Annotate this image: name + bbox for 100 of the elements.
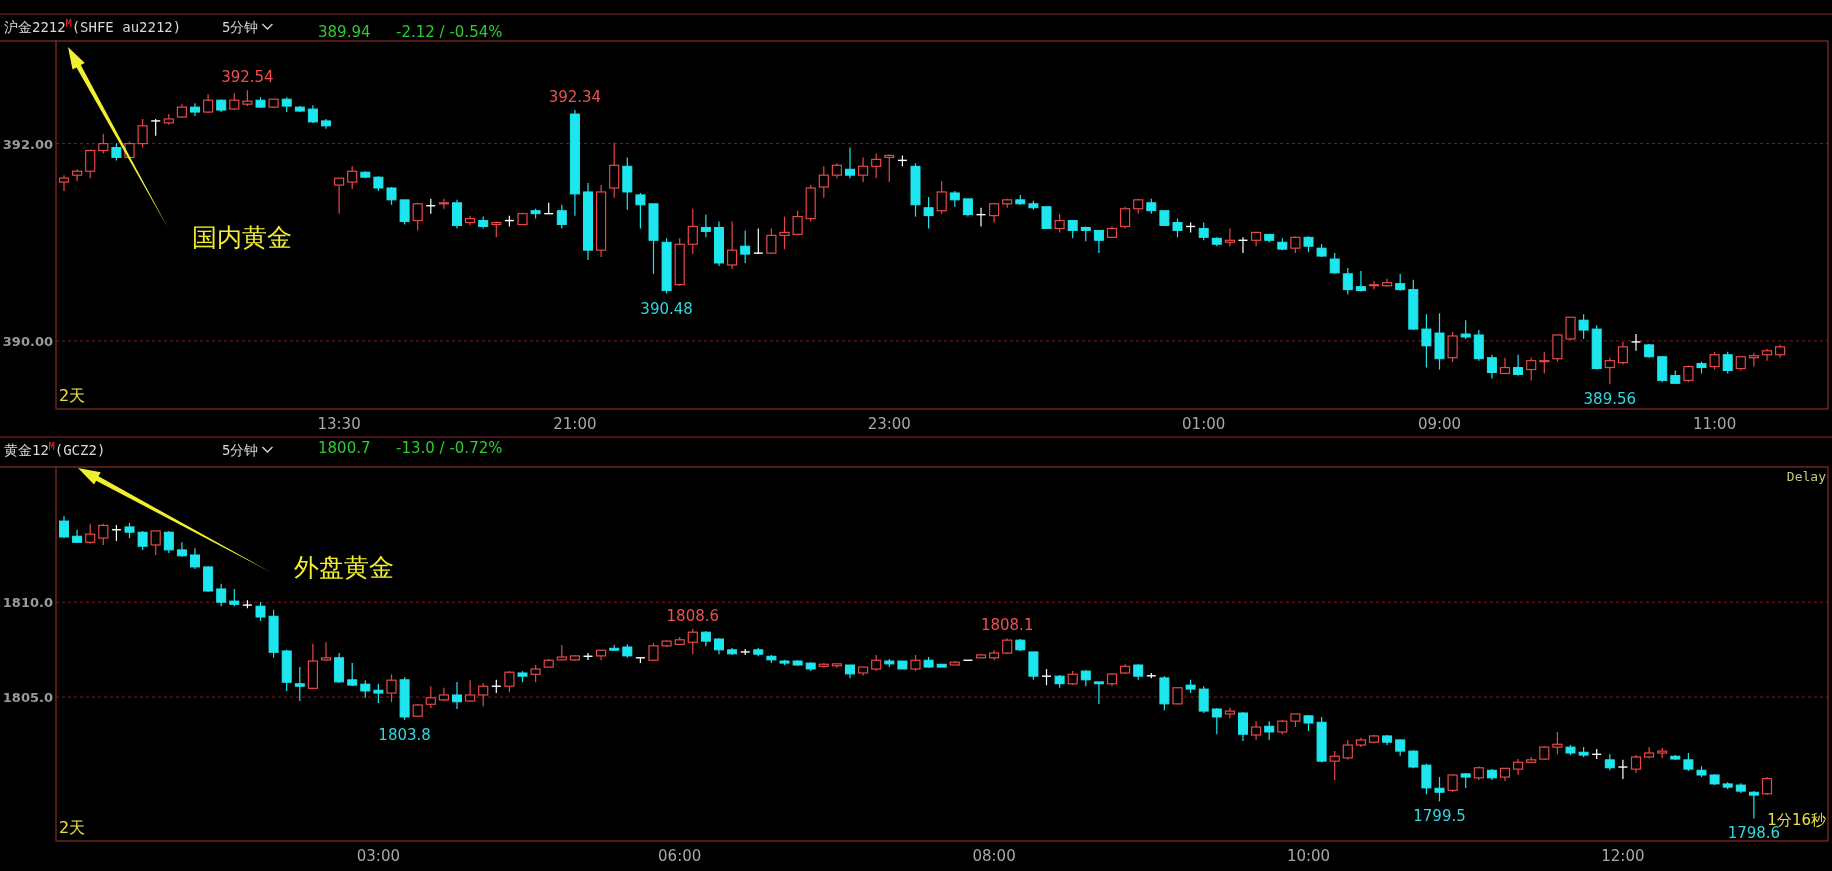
candlestick (1120, 206, 1131, 230)
x-tick-label: 06:00 (658, 847, 702, 865)
candlestick (858, 156, 869, 183)
candlestick (1093, 681, 1104, 705)
candlestick (1748, 790, 1759, 820)
candlestick (386, 673, 397, 703)
candlestick (1748, 352, 1759, 368)
candlestick (465, 679, 476, 703)
candlestick (452, 681, 462, 710)
candlestick (137, 530, 148, 551)
candlestick (884, 153, 895, 183)
candlestick (1722, 351, 1733, 375)
candlestick (98, 523, 109, 546)
candlestick (1224, 227, 1235, 247)
candlestick (609, 142, 620, 199)
candlestick (1683, 752, 1694, 772)
x-tick-label: 12:00 (1601, 847, 1645, 865)
candlestick (700, 214, 711, 238)
candlestick (190, 547, 200, 570)
candlestick (58, 174, 70, 192)
y-tick-label: 1805.0 (2, 690, 53, 706)
candlestick (1421, 763, 1432, 795)
text: -2.12 / -0.54% (396, 23, 503, 41)
candlestick (85, 148, 96, 179)
candlestick (1198, 685, 1209, 714)
x-tick-label: 09:00 (1417, 415, 1462, 433)
annotation: 2天 (59, 818, 86, 837)
candlestick (163, 530, 174, 554)
chart-subtitle: 5分钟 (222, 442, 259, 458)
x-tick-label: 03:00 (356, 847, 401, 865)
text: 389.94 (318, 23, 371, 41)
candlestick (1539, 351, 1550, 375)
x-tick-label: 13:30 (317, 415, 361, 433)
candlestick (1434, 776, 1445, 802)
annotation: 389.56 (1583, 390, 1637, 409)
candlestick (137, 118, 148, 149)
chart-subtitle: 5分钟 (222, 19, 259, 35)
annotation: 国内黄金 (192, 223, 292, 252)
candlestick (1251, 720, 1262, 741)
candlestick (1499, 357, 1511, 375)
candlestick (334, 177, 345, 215)
chart-title: 黄金12$^{M}$(GCZ2) (4, 440, 106, 458)
candlestick (347, 165, 358, 190)
candlestick (255, 601, 266, 622)
candlestick (779, 216, 790, 250)
candlestick (438, 198, 449, 210)
candlestick (1342, 739, 1353, 761)
candlestick (504, 670, 515, 693)
candlestick (936, 180, 947, 215)
candlestick (1421, 313, 1432, 369)
candlestick (1368, 280, 1380, 291)
candlestick (792, 210, 803, 235)
candlestick (1604, 357, 1615, 385)
candlestick (1761, 348, 1773, 362)
candlestick (1447, 331, 1458, 363)
annotation: 392.54 (221, 68, 274, 87)
candlestick (753, 227, 764, 255)
text: -13.0 / -0.72% (396, 439, 503, 457)
candlestick (1041, 206, 1052, 230)
candlestick (373, 683, 384, 704)
candlestick (399, 199, 410, 226)
candlestick (150, 530, 161, 556)
annotation: 2天 (59, 386, 86, 405)
y-tick-label: 390.00 (2, 333, 53, 349)
candlestick (425, 685, 436, 709)
annotation: 1808.1 (980, 616, 1034, 635)
annotation: 392.34 (548, 88, 602, 107)
candlestick (1630, 333, 1642, 352)
candlestick (1329, 750, 1340, 781)
candlestick (1329, 252, 1340, 275)
candlestick (556, 204, 567, 230)
candlestick (1460, 319, 1471, 340)
candlestick (1342, 267, 1353, 296)
x-tick-label: 23:00 (867, 415, 911, 433)
candlestick (1578, 313, 1589, 340)
y-tick-label: 1810.0 (2, 595, 53, 611)
candlestick (766, 227, 777, 255)
annotation: 外盘黄金 (294, 553, 394, 582)
candlestick (687, 628, 698, 655)
x-tick-label: 10:00 (1286, 847, 1331, 865)
x-tick-label: 01:00 (1182, 415, 1226, 433)
annotation: 1799.5 (1413, 807, 1466, 826)
candlestick (923, 196, 934, 230)
candlestick (412, 202, 423, 232)
text: 1800.7 (318, 439, 371, 457)
candlestick (1617, 759, 1629, 780)
annotation: 390.48 (640, 299, 693, 318)
candlestick (1093, 229, 1104, 254)
candlestick (452, 199, 462, 230)
y-tick-label: 392.00 (2, 136, 53, 152)
candlestick (818, 165, 829, 199)
candlestick (98, 133, 109, 155)
candlestick (740, 229, 751, 264)
candlestick (216, 583, 227, 607)
candlestick (1761, 776, 1773, 796)
candlestick (1172, 217, 1183, 238)
candlestick (1617, 341, 1628, 366)
candlestick (1552, 333, 1563, 363)
annotation: 1803.8 (378, 725, 431, 744)
candlestick (1473, 329, 1484, 362)
